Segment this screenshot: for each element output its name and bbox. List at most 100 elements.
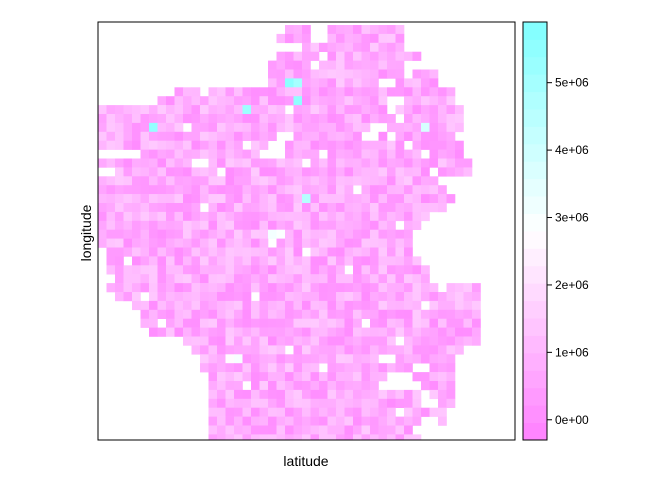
heatmap-cell (132, 140, 141, 150)
heatmap-cell (370, 345, 379, 355)
heatmap-cell (421, 96, 430, 106)
heatmap-cell (259, 389, 269, 400)
heatmap-cell (395, 140, 405, 150)
heatmap-cell (361, 185, 371, 195)
heatmap-cell (455, 105, 464, 115)
heatmap-cell (166, 114, 175, 124)
heatmap-cell (302, 87, 311, 97)
heatmap-cell (208, 416, 218, 426)
heatmap-cell (446, 381, 456, 391)
heatmap-cell (208, 229, 218, 239)
heatmap-cell (293, 96, 303, 106)
heatmap-cell (293, 345, 303, 355)
heatmap-cell (429, 105, 439, 115)
heatmap-cell (353, 42, 362, 52)
heatmap-cell (361, 203, 371, 213)
heatmap-cell (225, 425, 235, 435)
heatmap-cell (242, 398, 252, 408)
heatmap-cell (310, 363, 320, 373)
heatmap-cell (242, 336, 252, 346)
heatmap-cell (234, 398, 243, 408)
heatmap-cell (344, 283, 354, 293)
heatmap-cell (361, 60, 371, 70)
heatmap-cell (310, 131, 320, 141)
heatmap-cell (251, 389, 260, 400)
heatmap-cell (140, 309, 150, 319)
heatmap-cell (200, 105, 209, 115)
heatmap-cell (310, 336, 320, 346)
heatmap-cell (412, 69, 422, 79)
heatmap-cell (174, 265, 184, 275)
heatmap-cell (395, 149, 405, 159)
heatmap-cell (293, 203, 303, 213)
heatmap-cell (106, 247, 116, 257)
heatmap-cell (361, 96, 371, 106)
heatmap-cell (285, 33, 294, 44)
heatmap-cell (166, 283, 175, 293)
heatmap-cell (344, 425, 354, 435)
heatmap-cell (217, 327, 226, 337)
heatmap-cell (361, 309, 371, 319)
heatmap-cell (225, 363, 235, 373)
heatmap-cell (285, 372, 294, 382)
heatmap-cell (336, 158, 345, 168)
heatmap-cell (319, 78, 328, 88)
heatmap-cell (370, 256, 379, 266)
heatmap-cell (259, 211, 269, 222)
heatmap-cell (234, 131, 243, 141)
heatmap-cell (157, 105, 167, 115)
heatmap-cell (293, 425, 303, 435)
heatmap-cell (208, 220, 218, 230)
heatmap-cell (319, 247, 328, 257)
heatmap-cell (200, 336, 209, 346)
heatmap-cell (285, 336, 294, 346)
heatmap-cell (387, 51, 396, 61)
heatmap-cell (276, 69, 286, 79)
heatmap-cell (421, 78, 430, 88)
heatmap-cell (208, 158, 218, 168)
heatmap-cell (395, 131, 405, 141)
heatmap-cell (344, 407, 354, 417)
heatmap-cell (276, 78, 286, 88)
heatmap-cell (438, 292, 447, 302)
heatmap-cell (370, 96, 379, 106)
heatmap-cell (404, 149, 413, 159)
heatmap-cell (268, 122, 277, 133)
heatmap-cell (344, 434, 354, 440)
heatmap-cell (174, 238, 184, 248)
heatmap-cell (251, 274, 260, 284)
colorbar-step (523, 74, 547, 93)
heatmap-cell (123, 220, 133, 230)
heatmap-cell (234, 434, 243, 440)
heatmap-cell (353, 203, 362, 213)
heatmap-cell (259, 87, 269, 97)
heatmap-cell (268, 425, 277, 435)
heatmap-cell (310, 274, 320, 284)
heatmap-cell (293, 300, 303, 311)
heatmap-cell (344, 274, 354, 284)
heatmap-cell (310, 114, 320, 124)
heatmap-cell (412, 327, 422, 337)
heatmap-cell (455, 283, 464, 293)
heatmap-cell (166, 140, 175, 150)
heatmap-cell (174, 176, 184, 186)
heatmap-cell (412, 283, 422, 293)
heatmap-cell (191, 345, 201, 355)
heatmap-cell (387, 434, 396, 440)
heatmap-cell (361, 247, 371, 257)
heatmap-cell (191, 114, 201, 124)
heatmap-cell (344, 229, 354, 239)
heatmap-cell (183, 131, 192, 141)
heatmap-cell (242, 96, 252, 106)
heatmap-cell (421, 122, 430, 133)
heatmap-cell (438, 96, 447, 106)
heatmap-cell (234, 309, 243, 319)
heatmap-cell (285, 389, 294, 400)
heatmap-cell (353, 33, 362, 44)
heatmap-cell (429, 131, 439, 141)
heatmap-cell (242, 300, 252, 311)
heatmap-cell (319, 105, 328, 115)
heatmap-cell (319, 203, 328, 213)
heatmap-cell (353, 114, 362, 124)
heatmap-cell (106, 229, 116, 239)
